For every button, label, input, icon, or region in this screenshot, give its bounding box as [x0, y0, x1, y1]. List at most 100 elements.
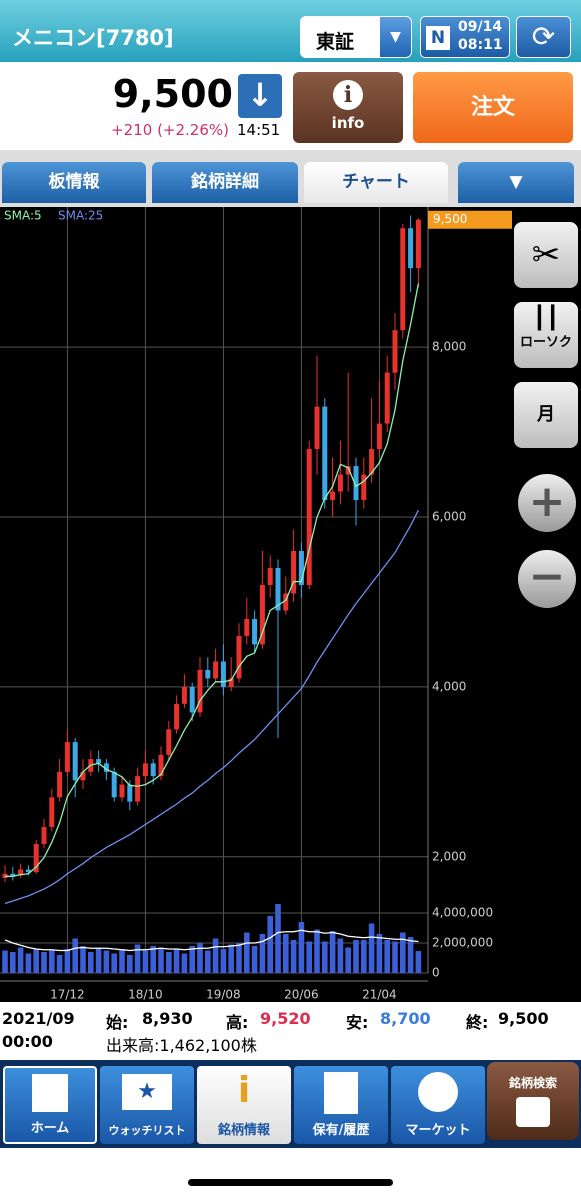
volume-bar — [41, 952, 47, 973]
candle-body — [205, 669, 211, 679]
nav-stock[interactable]: i 銘柄情報 — [197, 1066, 291, 1144]
candle-body — [33, 844, 39, 873]
candle-label: ローソク — [519, 335, 572, 350]
tab-more[interactable]: ▼ — [458, 162, 574, 203]
low: 8,700 — [380, 1009, 431, 1028]
candle-body — [252, 618, 258, 645]
volume-bar — [119, 949, 125, 973]
dropdown-arrow: ▼ — [380, 17, 411, 57]
candle-body — [259, 584, 265, 645]
candle-body — [298, 551, 304, 585]
stock-title: メニコン[7780] — [12, 26, 174, 50]
candle-body — [80, 771, 86, 781]
candle-body — [96, 759, 102, 764]
volume-bar — [17, 947, 24, 973]
volume-bar — [173, 949, 180, 973]
candle-body — [376, 423, 382, 450]
volume-bar — [197, 943, 203, 973]
price-change: +210 (+2.26%) — [111, 121, 229, 139]
candle-body — [64, 742, 70, 772]
volume-bar — [49, 950, 55, 973]
volume-bar — [345, 947, 351, 973]
refresh-button[interactable]: ⟳ — [516, 16, 571, 58]
candle-body — [392, 330, 398, 373]
y-tick-label: 2,000 — [432, 849, 466, 863]
zoom-out[interactable]: − — [518, 550, 576, 608]
candle-body — [400, 228, 406, 331]
volume-bar — [275, 904, 281, 973]
nav-search[interactable]: 銘柄検索 — [487, 1062, 579, 1140]
sma-line — [5, 283, 420, 877]
tab[interactable]: 板情報 — [2, 162, 146, 203]
y-tick-label: 8,000 — [432, 340, 466, 354]
nav-holdings[interactable]: 保有/履歴 — [294, 1066, 388, 1144]
nav-watch[interactable]: ★ ウォッチリスト — [100, 1066, 194, 1144]
volume-bar — [322, 941, 328, 973]
volume-bar — [267, 916, 273, 973]
volume-bar — [166, 952, 172, 973]
volume-ma-line — [4, 929, 419, 952]
volume-bar — [212, 938, 219, 973]
tab-active[interactable]: チャート — [304, 162, 448, 203]
high: 9,520 — [260, 1009, 311, 1028]
date: 09/14 — [458, 19, 503, 35]
volume-bar — [298, 922, 305, 973]
news-badge: N — [426, 26, 450, 50]
order-button[interactable]: 注文 — [413, 72, 573, 143]
candle-body — [306, 449, 312, 585]
candle-button[interactable]: ┃┃ ローソク — [514, 302, 578, 368]
volume-bar — [337, 938, 344, 973]
candle-body — [158, 754, 164, 777]
candle-body — [267, 567, 273, 585]
candle-body — [57, 771, 63, 798]
volume-bar — [181, 953, 188, 973]
info-panel: 2021/09 00:00 始: 8,930 高: 9,520 安: 8,700… — [0, 1005, 581, 1060]
volume-bar — [244, 932, 250, 973]
down-arrow: ↓ — [238, 74, 282, 118]
volume-bar — [111, 953, 117, 973]
y2-tick-label: 2,000,000 — [432, 936, 493, 950]
candle-body — [236, 635, 242, 679]
high-label: 高: — [226, 1013, 249, 1032]
period: 2021/09 — [2, 1009, 75, 1028]
time: 08:11 — [458, 37, 503, 53]
volume: 出来高:1,462,100株 — [106, 1036, 257, 1055]
period-time: 00:00 — [2, 1032, 53, 1051]
volume-bar — [88, 952, 94, 973]
x-tick-label: 19/08 — [206, 988, 241, 1002]
nav-label: マーケット — [405, 1123, 471, 1138]
volume-bar — [64, 949, 71, 973]
nav-home[interactable]: ホーム — [3, 1066, 97, 1144]
close-label: 終: — [466, 1013, 489, 1032]
candle-body — [220, 661, 226, 687]
quote-time: 14:51 — [237, 121, 281, 139]
candle-body — [361, 474, 367, 501]
candle-body — [189, 686, 195, 713]
x-tick-label: 17/12 — [50, 988, 85, 1002]
nav-market[interactable]: マーケット — [391, 1066, 485, 1144]
candle-body — [275, 567, 281, 611]
x-tick-label: 18/10 — [128, 988, 163, 1002]
y-tick-label: 6,000 — [432, 510, 466, 524]
volume-bar — [361, 940, 367, 973]
tab[interactable]: 銘柄詳細 — [152, 162, 298, 203]
candle-body — [330, 491, 336, 501]
zoom-in[interactable]: + — [518, 474, 576, 532]
tools-button[interactable]: ✂ — [514, 222, 578, 288]
current-price-label: 9,500 — [433, 212, 467, 226]
nav-label: 銘柄検索 — [508, 1076, 557, 1090]
nav-label: ウォッチリスト — [108, 1124, 186, 1137]
volume-bar — [158, 947, 164, 973]
candle-body — [25, 869, 31, 873]
volume-bar — [329, 931, 336, 973]
info-icon: i — [333, 80, 363, 110]
volume-bar — [368, 923, 375, 973]
price: 9,500 — [112, 72, 233, 116]
candle-body — [322, 406, 328, 501]
volume-bar — [283, 934, 289, 973]
candle-body — [142, 763, 148, 777]
candle-body — [72, 742, 78, 781]
volume-bar — [407, 937, 414, 973]
period-button[interactable]: 月 — [514, 382, 578, 448]
volume-bar — [72, 938, 78, 973]
